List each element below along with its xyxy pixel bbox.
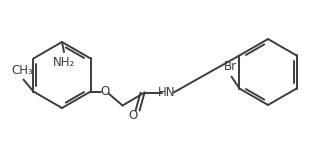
Text: O: O — [128, 109, 137, 122]
Text: HN: HN — [158, 86, 175, 99]
Text: O: O — [100, 85, 109, 98]
Text: Br: Br — [224, 60, 237, 73]
Text: NH₂: NH₂ — [53, 56, 75, 69]
Text: CH₃: CH₃ — [11, 63, 33, 76]
